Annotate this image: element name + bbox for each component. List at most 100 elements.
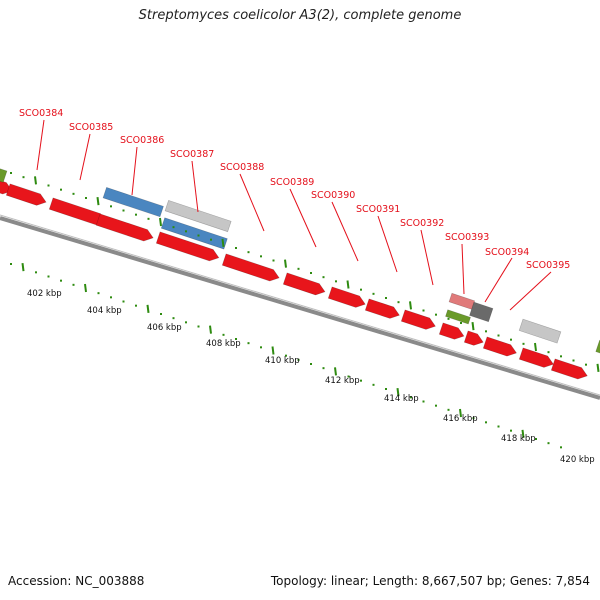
lower-tick-minor — [435, 404, 437, 407]
upper-tick-minor — [435, 313, 437, 316]
gene-label[interactable]: SCO0391 — [356, 204, 400, 215]
gene-leader-line — [79, 133, 91, 181]
gene-label[interactable]: SCO0387 — [170, 149, 214, 160]
upper-tick-minor — [22, 176, 25, 179]
lower-tick-minor — [235, 338, 237, 340]
lower-tick-minor — [197, 325, 200, 328]
gene-label[interactable]: SCO0384 — [19, 108, 63, 119]
upper-tick-minor — [10, 172, 12, 174]
gene-block-green — [595, 339, 600, 354]
kbp-label: 410 kbp — [265, 356, 300, 366]
lower-tick-minor — [60, 279, 62, 282]
upper-tick-minor — [322, 276, 325, 279]
lower-tick-minor — [185, 321, 187, 324]
lower-tick-minor — [285, 354, 287, 357]
upper-tick-minor — [122, 209, 125, 212]
upper-tick-minor — [422, 309, 425, 312]
upper-tick-major — [346, 280, 350, 289]
gene-leader-line — [331, 201, 359, 262]
gene-block-green — [0, 168, 8, 183]
lower-tick-minor — [160, 313, 162, 315]
upper-tick-minor — [372, 292, 375, 295]
lower-tick-minor — [72, 283, 75, 286]
lower-tick-minor — [535, 438, 537, 440]
gene-leader-line — [289, 188, 317, 248]
lower-tick-minor — [260, 346, 262, 349]
lower-tick-minor — [297, 358, 300, 361]
accession-label: Accession: NC_003888 — [8, 574, 145, 588]
lower-tick-minor — [35, 271, 37, 274]
gene-block-pink — [448, 292, 476, 310]
gene-label[interactable]: SCO0394 — [485, 247, 529, 258]
gene-leader-line — [484, 257, 513, 303]
gene-arrow-red — [400, 309, 436, 330]
upper-tick-minor — [497, 334, 500, 337]
upper-tick-major — [534, 342, 537, 352]
upper-tick-major — [221, 238, 225, 247]
upper-tick-minor — [247, 251, 250, 254]
gene-arrow-red — [327, 286, 366, 308]
upper-tick-major — [596, 363, 600, 372]
upper-tick-minor — [572, 359, 575, 362]
upper-tick-minor — [397, 301, 400, 304]
gene-label[interactable]: SCO0385 — [69, 122, 113, 133]
backbone-highlight — [0, 214, 600, 396]
kbp-label: 414 kbp — [384, 394, 419, 404]
gene-leader-line — [509, 271, 552, 311]
gene-arrow-red — [95, 213, 154, 242]
upper-tick-minor — [235, 247, 237, 249]
lower-tick-minor — [310, 363, 312, 365]
gene-label[interactable]: SCO0386 — [120, 135, 164, 146]
upper-tick-minor — [260, 255, 262, 258]
gene-block-gray — [518, 318, 562, 344]
gene-label[interactable]: SCO0392 — [400, 218, 444, 229]
gene-label[interactable]: SCO0393 — [445, 232, 489, 243]
lower-tick-minor — [10, 263, 12, 265]
upper-tick-minor — [385, 297, 387, 299]
gene-label[interactable]: SCO0389 — [270, 177, 314, 188]
lower-tick-minor — [222, 333, 225, 336]
upper-tick-minor — [585, 363, 587, 366]
upper-tick-major — [409, 301, 412, 310]
gene-label[interactable]: SCO0395 — [526, 260, 570, 271]
lower-tick-major — [209, 325, 212, 334]
upper-tick-minor — [135, 213, 137, 216]
upper-tick-minor — [460, 322, 462, 324]
gene-arrow-red — [518, 347, 554, 368]
upper-tick-major — [159, 217, 162, 227]
upper-tick-minor — [485, 330, 487, 333]
upper-tick-minor — [197, 234, 200, 237]
lower-tick-minor — [360, 379, 362, 382]
gene-label[interactable]: SCO0390 — [311, 190, 355, 201]
kbp-label: 420 kbp — [560, 455, 595, 465]
gene-block-blue — [160, 217, 228, 250]
lower-tick-major — [396, 388, 400, 397]
upper-tick-major — [34, 176, 37, 185]
upper-tick-minor — [60, 188, 62, 191]
gene-arrow-red — [463, 330, 484, 346]
lower-tick-major — [459, 408, 462, 418]
lower-tick-minor — [510, 429, 512, 432]
upper-tick-minor — [522, 342, 525, 345]
genome-stats-label: Topology: linear; Length: 8,667,507 bp; … — [270, 574, 590, 588]
kbp-label: 404 kbp — [87, 306, 122, 316]
lower-tick-minor — [322, 367, 325, 370]
lower-tick-minor — [247, 342, 250, 345]
lower-tick-minor — [97, 292, 100, 295]
gene-arrow-red — [282, 272, 326, 296]
lower-tick-major — [334, 367, 337, 376]
lower-tick-minor — [47, 275, 50, 278]
gene-leader-line — [131, 146, 138, 196]
gene-leader-line — [420, 229, 434, 286]
gene-label[interactable]: SCO0388 — [220, 162, 264, 173]
kbp-label: 406 kbp — [147, 323, 182, 333]
lower-tick-major — [21, 263, 25, 272]
lower-tick-minor — [447, 408, 450, 411]
gene-block-blue — [102, 187, 164, 218]
lower-tick-minor — [347, 375, 350, 378]
lower-tick-major — [521, 429, 525, 438]
kbp-label: 416 kbp — [443, 414, 478, 424]
lower-tick-minor — [472, 417, 475, 420]
lower-tick-minor — [135, 304, 137, 307]
